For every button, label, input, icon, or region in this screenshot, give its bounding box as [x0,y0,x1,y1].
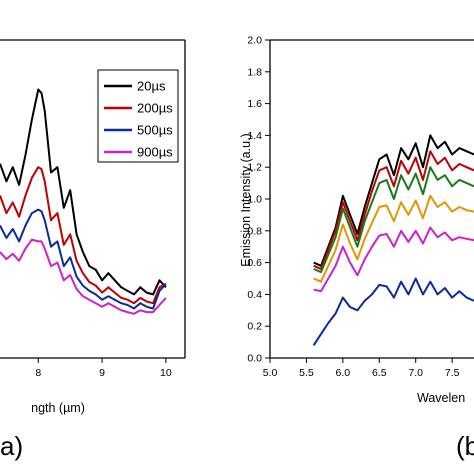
panel-a-x-ticks: 8 9 10 [35,358,172,379]
panel-b-series-line-3 [313,166,474,274]
panel-b-y-tick-label: 0.4 [247,289,262,301]
panel-b-series-line-2 [313,150,474,270]
panel-a-legend-label: 900µs [137,145,173,160]
panel-a-x-axis-title: ngth (µm) [31,401,85,415]
panel-b-y-tick-label: 0.2 [247,321,262,333]
panel-b-y-tick-label: 2.0 [247,35,262,47]
panel-b-x-ticks: 5.0 5.5 6.0 6.5 7.0 7.5 [263,358,460,379]
panel-b-y-axis-title: Emission Intensity (a.u.) [239,133,253,266]
panel-b-series-line-5 [313,226,474,293]
panel-b-series-group [312,134,474,346]
panel-b-y-tick-label: 1.4 [247,130,262,142]
panel-a-legend-label: 500µs [137,123,173,138]
panel-a-legend-items: 20µs 200µs 500µs 900µs [104,79,173,160]
panel-a-label: a) [0,431,23,461]
panel-b-y-tick-label: 1.8 [247,66,262,78]
panel-b-x-tick-label: 7.0 [408,367,423,379]
panel-a-legend-label: 20µs [137,79,166,94]
panel-b-series-line-1 [313,134,474,267]
panel-a-series-line-4 [0,238,167,315]
panel-b-series-line-4 [313,194,474,283]
panel-a-series-line-2 [0,166,167,305]
panel-b-y-tick-label: 0.8 [247,225,262,237]
panel-a-legend: 20µs 200µs 500µs 900µs [97,69,179,163]
panel-b-y-tick-label: 1.2 [247,162,262,174]
panel-b-x-tick-label: 5.5 [299,367,314,379]
panel-b-series-line-6 [312,277,474,346]
panel-b-label: (b [456,431,474,461]
panel-a-series-line-3 [0,208,167,310]
panel-b-y-tick-label: 1.0 [247,194,262,206]
panel-b-y-ticks: 0.0 0.2 0.4 0.6 0.8 1.0 1.2 1.4 1.6 1.8 2.0 [247,35,270,365]
panel-b-chart: 0.0 0.2 0.4 0.6 0.8 1.0 1.2 1.4 1.6 1.8 2.0 5.0 5.5… [239,35,474,461]
panel-b-x-tick-label: 7.5 [445,367,460,379]
panel-a-legend-label: 200µs [137,101,173,116]
panel-a-series-group [0,88,167,315]
panel-b-x-axis-title: Wavelen [417,391,465,405]
panel-b-y-tick-label: 0.6 [247,257,262,269]
panel-a-x-tick-label: 8 [35,367,41,379]
panel-b-y-tick-label: 0.0 [247,353,262,365]
panel-b-x-tick-label: 5.0 [263,367,278,379]
panel-a-chart: 8 9 10 ngth (µm) 20µs 200µs 500µs 900µs a) [0,39,186,461]
panel-b-x-tick-label: 6.0 [336,367,351,379]
panel-a-x-tick-label: 9 [99,367,105,379]
panel-a-x-tick-label: 10 [160,367,172,379]
panel-b-x-tick-label: 6.5 [372,367,387,379]
panel-b-y-tick-label: 1.6 [247,98,262,110]
panel-a-series-line-1 [0,88,167,296]
